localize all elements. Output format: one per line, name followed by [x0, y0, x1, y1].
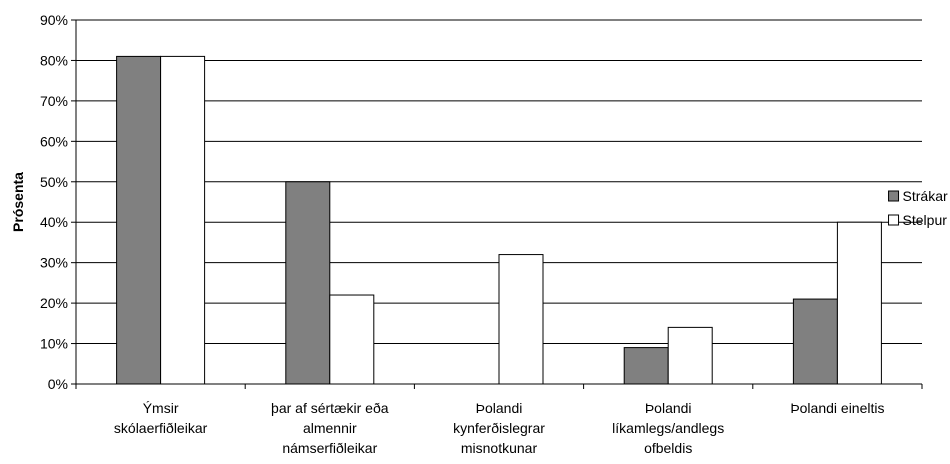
legend: Strákar Stelpur	[888, 188, 948, 228]
x-tick-label: Ýmsir skólaerfiðleikar	[114, 400, 208, 436]
bar-strákar-3	[623, 347, 669, 385]
y-tick-label: 0%	[48, 376, 68, 392]
bar-strákar-1	[285, 181, 331, 385]
legend-swatch-strákar	[888, 190, 900, 202]
y-tick-label: 70%	[40, 93, 68, 109]
gridlines	[76, 19, 922, 345]
legend-label-strákar: Strákar	[903, 188, 948, 204]
bar-strákar-0	[116, 55, 162, 385]
bar-stelpur-0	[160, 55, 206, 385]
axes	[75, 20, 923, 389]
bars	[116, 55, 882, 385]
y-tick-label: 60%	[40, 133, 68, 149]
bar-stelpur-4	[836, 221, 882, 385]
x-tick-label: þar af sértækir eða almennir námserfiðleik…	[271, 400, 389, 456]
y-tick-label: 20%	[40, 295, 68, 311]
x-tick-label: Þolandi líkamlegs/andlegs ofbeldis	[612, 400, 724, 456]
y-tick-label: 30%	[40, 255, 68, 271]
bar-stelpur-2	[498, 254, 544, 385]
bar-stelpur-3	[667, 326, 713, 385]
legend-swatch-stelpur	[888, 214, 900, 226]
legend-label-stelpur: Stelpur	[903, 212, 948, 228]
x-tick-label: Þolandi kynferðislegrar misnotkunar	[453, 400, 545, 456]
x-tick-label: Þolandi eineltis	[790, 400, 884, 416]
y-tick-label: 90%	[40, 12, 68, 28]
y-axis-label: Prósenta	[10, 172, 26, 232]
bar-strákar-4	[792, 298, 838, 385]
bar-stelpur-1	[329, 294, 375, 385]
category-labels: Ýmsir skólaerfiðleikar þar af sértækir eða…	[114, 400, 885, 456]
y-tick-label: 10%	[40, 336, 68, 352]
y-axis-ticks: 0% 10% 20% 30% 40% 50% 60% 70% 80% 90%	[40, 12, 76, 392]
y-tick-label: 50%	[40, 174, 68, 190]
y-tick-label: 40%	[40, 214, 68, 230]
y-tick-label: 80%	[40, 52, 68, 68]
